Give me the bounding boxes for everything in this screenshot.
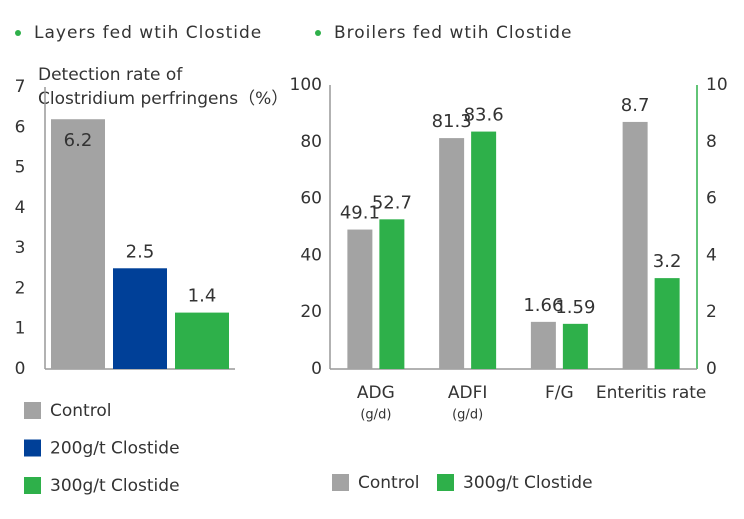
legend-label: 200g/t Clostide: [50, 439, 180, 459]
bar: [622, 121, 648, 369]
y-tick-label: 0: [311, 359, 322, 379]
y-tick-label: 6: [15, 117, 26, 137]
bar: [347, 229, 373, 369]
y-tick-label: 1: [15, 319, 26, 339]
data-label: 8.7: [621, 95, 650, 116]
bar: [439, 138, 465, 369]
chart-title: Broilers fed wtih Clostide: [334, 23, 572, 43]
y-tick-label: 5: [15, 158, 26, 178]
y2-tick-label: 8: [706, 132, 717, 152]
legend-label: 300g/t Clostide: [463, 473, 593, 493]
bar: [530, 321, 556, 369]
data-label: 83.6: [464, 105, 504, 126]
data-label: 81.3: [432, 111, 472, 132]
bar: [562, 323, 588, 369]
legend-swatch: [24, 402, 41, 419]
data-label: 6.2: [64, 130, 93, 151]
data-label: 1.59: [555, 297, 595, 318]
y-tick-label: 2: [15, 278, 26, 298]
y-tick-label: 60: [300, 189, 322, 209]
y-tick-label: 3: [15, 238, 26, 258]
y2-tick-label: 6: [706, 189, 717, 209]
legend-swatch: [24, 439, 41, 457]
data-label: 1.4: [188, 286, 217, 307]
data-label: 2.5: [126, 241, 155, 262]
y-tick-label: 4: [15, 198, 26, 218]
legend-swatch: [332, 474, 349, 491]
data-label: 52.7: [372, 192, 412, 213]
bar: [113, 268, 167, 369]
legend-label: 300g/t Clostide: [50, 476, 180, 496]
bar: [51, 119, 105, 369]
bar: [654, 278, 680, 369]
y2-tick-label: 0: [706, 359, 717, 379]
x-tick-label: F/G: [545, 383, 574, 403]
data-label: 1.66: [523, 295, 563, 316]
title-bullet: [15, 30, 21, 36]
x-tick-unit: (g/d): [360, 408, 391, 423]
legend-swatch: [24, 477, 41, 494]
y2-tick-label: 10: [706, 75, 728, 95]
y-tick-label: 100: [290, 75, 322, 95]
y-tick-label: 0: [15, 359, 26, 379]
y-axis-label: Detection rate of: [38, 65, 183, 85]
x-tick-label: Enteritis rate: [596, 383, 707, 403]
y-tick-label: 20: [300, 302, 322, 322]
y-tick-label: 40: [300, 245, 322, 265]
data-label: 3.2: [653, 251, 682, 272]
legend-swatch: [437, 474, 454, 491]
data-label: 49.1: [340, 203, 380, 224]
chart-title: Layers fed wtih Clostide: [34, 23, 262, 43]
x-tick-label: ADG: [357, 383, 395, 403]
legend-label: Control: [358, 473, 419, 493]
y-tick-label: 80: [300, 132, 322, 152]
bar: [175, 312, 229, 369]
bar: [471, 131, 497, 369]
y-axis-label: Clostridium perfringens（%）: [38, 89, 288, 109]
x-tick-label: ADFI: [448, 383, 488, 403]
y2-tick-label: 4: [706, 245, 717, 265]
x-tick-unit: (g/d): [452, 408, 483, 423]
bar: [379, 219, 405, 369]
y2-tick-label: 2: [706, 302, 717, 322]
legend-label: Control: [50, 401, 111, 421]
y-tick-label: 7: [15, 77, 26, 97]
title-bullet: [315, 30, 321, 36]
